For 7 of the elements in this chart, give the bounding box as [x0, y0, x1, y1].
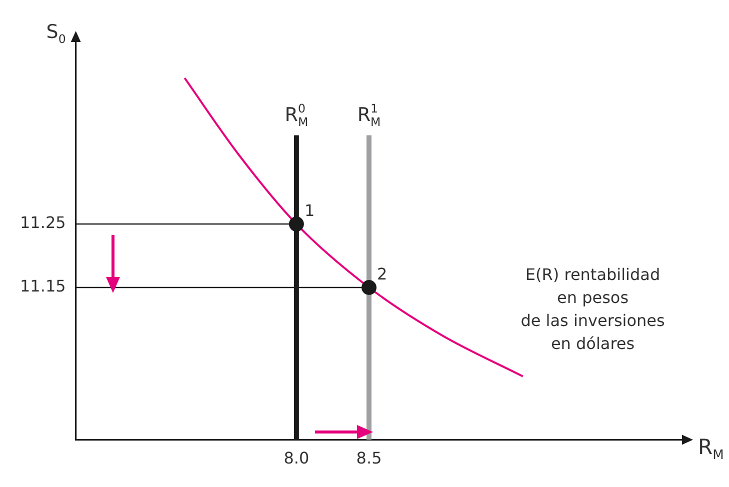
x-tick-label: 8.5: [356, 448, 382, 468]
annotation: E(R) rentabilidad en pesos de las inversiones en dólares: [520, 264, 665, 353]
annotation: 2: [377, 264, 388, 284]
annotation: 1: [304, 201, 315, 220]
x-tick-label: 8.0: [284, 448, 310, 468]
y-tick-label: 11.15: [20, 276, 66, 296]
y-tick-label: 11.25: [20, 213, 66, 232]
